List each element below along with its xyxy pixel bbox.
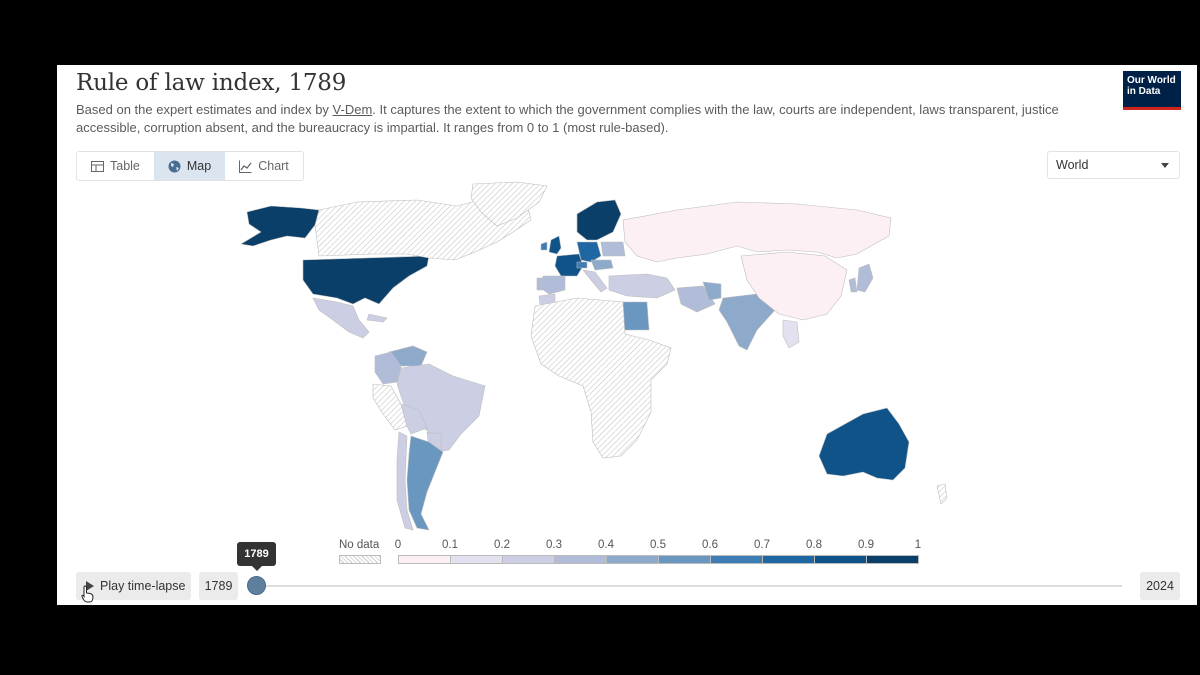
timeline-end-year[interactable]: 2024 <box>1140 572 1180 600</box>
timeline-start-year[interactable]: 1789 <box>199 572 238 600</box>
vdem-link[interactable]: V-Dem <box>332 102 373 117</box>
country-thailand[interactable] <box>782 319 800 349</box>
logo-line-2: in Data <box>1127 86 1161 97</box>
legend-swatch[interactable] <box>814 555 867 564</box>
country-portugal[interactable] <box>536 277 544 291</box>
line-chart-icon <box>239 160 252 173</box>
play-icon <box>86 581 94 591</box>
legend-swatch[interactable] <box>658 555 711 564</box>
legend-swatch[interactable] <box>866 555 919 564</box>
country-new-zealand[interactable] <box>936 483 948 505</box>
country-korea[interactable] <box>848 277 858 293</box>
country-ireland[interactable] <box>540 241 548 251</box>
country-egypt[interactable] <box>622 301 650 331</box>
country-alaska[interactable] <box>240 205 320 247</box>
legend-tick-label: 0.3 <box>546 539 562 551</box>
legend-tick-label: 1 <box>914 539 922 551</box>
chart-title: Rule of law index, 1789 <box>76 70 347 96</box>
tab-map-label: Map <box>186 159 212 173</box>
country-persia[interactable] <box>676 285 716 313</box>
legend-tick-label: 0.4 <box>598 539 614 551</box>
world-map <box>240 181 948 531</box>
country-mexico[interactable] <box>312 297 370 339</box>
country-greenland[interactable] <box>470 181 548 227</box>
country-brazil[interactable] <box>396 363 486 453</box>
country-italy[interactable] <box>582 269 608 293</box>
country-united-kingdom[interactable] <box>548 235 562 255</box>
country-japan[interactable] <box>856 263 874 293</box>
country-spain[interactable] <box>540 275 566 295</box>
view-tabs: Table Map Chart <box>76 151 304 181</box>
country-switzerland[interactable] <box>576 261 588 269</box>
legend-swatch[interactable] <box>502 555 555 564</box>
country-france[interactable] <box>554 253 584 277</box>
country-united-states[interactable] <box>302 255 430 305</box>
tab-map[interactable]: Map <box>153 152 226 180</box>
country-chile[interactable] <box>396 431 414 531</box>
legend-no-data-swatch <box>339 555 381 564</box>
play-timelapse-button[interactable]: Play time-lapse <box>76 572 191 600</box>
legend-tick-label: 0.2 <box>494 539 510 551</box>
legend-swatch[interactable] <box>450 555 503 564</box>
legend-swatch[interactable] <box>606 555 659 564</box>
tab-chart[interactable]: Chart <box>225 152 303 180</box>
country-poland[interactable] <box>600 241 626 257</box>
chevron-down-icon <box>1161 163 1169 168</box>
legend-tick-label: 0.7 <box>754 539 770 551</box>
owid-logo[interactable]: Our World in Data <box>1123 71 1181 110</box>
tab-table-label: Table <box>110 159 140 173</box>
timeline-year-tooltip: 1789 <box>237 542 276 571</box>
map-legend: No data 0 0.1 0.2 0.3 0.4 0.5 0.6 0.7 0.8 0.9 1 <box>337 536 937 570</box>
country-australia[interactable] <box>818 407 910 481</box>
country-germany[interactable] <box>576 241 602 263</box>
country-argentina[interactable] <box>406 435 444 531</box>
tab-table[interactable]: Table <box>77 152 154 180</box>
timeline-track[interactable] <box>256 585 1122 587</box>
legend-tick-label: 0.8 <box>806 539 822 551</box>
logo-line-1: Our World <box>1127 75 1176 86</box>
country-russia[interactable] <box>622 201 892 263</box>
pointer-cursor-icon <box>81 585 94 603</box>
subtitle-text-before: Based on the expert estimates and index … <box>76 102 333 117</box>
country-peru[interactable] <box>372 383 408 431</box>
country-colombia[interactable] <box>374 351 402 385</box>
subtitle-text-after: . It captures the extent to which the go… <box>76 102 1059 135</box>
legend-swatch[interactable] <box>710 555 763 564</box>
grapher-frame: Rule of law index, 1789 Based on the exp… <box>57 65 1197 605</box>
legend-swatch[interactable] <box>554 555 607 564</box>
table-icon <box>91 160 104 172</box>
legend-no-data-label: No data <box>339 539 380 551</box>
country-china[interactable] <box>740 251 848 321</box>
country-afghanistan[interactable] <box>702 281 722 301</box>
legend-swatch[interactable] <box>398 555 451 564</box>
country-africa[interactable] <box>530 297 672 459</box>
legend-swatch[interactable] <box>762 555 815 564</box>
timeline-handle[interactable] <box>247 576 266 595</box>
tab-chart-label: Chart <box>258 159 289 173</box>
country-bolivia[interactable] <box>400 403 428 435</box>
country-ottoman-empire[interactable] <box>608 273 676 299</box>
legend-tick-label: 0.6 <box>702 539 718 551</box>
country-cuba[interactable] <box>366 313 388 323</box>
region-select-value: World <box>1056 158 1089 172</box>
globe-icon <box>168 160 181 172</box>
legend-tick-label: 0 <box>394 539 402 551</box>
legend-tick-label: 0.9 <box>858 539 874 551</box>
country-austria[interactable] <box>590 259 614 271</box>
chart-subtitle: Based on the expert estimates and index … <box>76 101 1086 137</box>
legend-tick-label: 0.5 <box>650 539 666 551</box>
country-canada[interactable] <box>314 197 532 261</box>
legend-tick-label: 0.1 <box>442 539 458 551</box>
play-timelapse-label: Play time-lapse <box>100 579 186 593</box>
region-select[interactable]: World <box>1047 151 1180 179</box>
country-scandinavia[interactable] <box>576 199 622 241</box>
